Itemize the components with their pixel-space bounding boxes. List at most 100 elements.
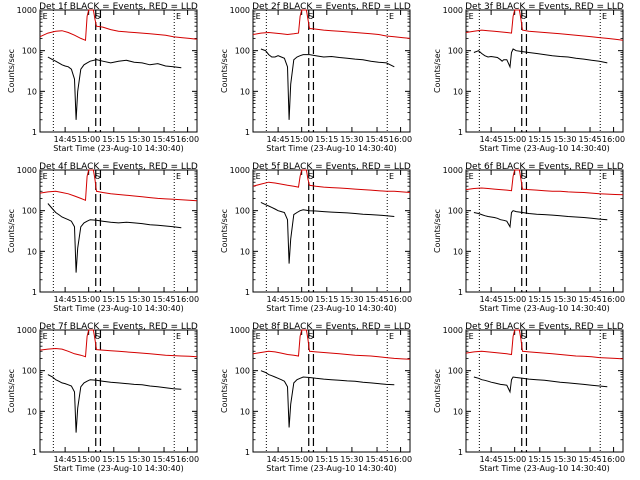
events-series-line — [473, 210, 608, 229]
detector-panel: Det 3f BLACK = Events, RED = LLD 1 10 100 10… — [433, 2, 625, 153]
x-tick-label: 15:15 — [315, 295, 338, 304]
panel-title: Det 6f BLACK = Events, RED = LLD — [465, 162, 624, 172]
x-axis-label: Start Time (23-Aug-10 14:30:40) — [266, 304, 397, 313]
x-tick-label: 15:45 — [152, 135, 175, 144]
detector-panel: Det 8f BLACK = Events, RED = LLD 1 10 100 10… — [220, 322, 412, 473]
x-tick-label: 15:30 — [553, 295, 576, 304]
y-axis-label: Counts/sec — [220, 369, 229, 413]
x-tick-label: 15:45 — [578, 455, 601, 464]
eclipse-flag: E — [43, 12, 48, 21]
eclipse-flag: E — [256, 332, 261, 341]
lld-series-line — [252, 329, 411, 360]
detector-panel: Det 2f BLACK = Events, RED = LLD 1 10 100 10… — [220, 2, 412, 153]
panel-title: Det 5f BLACK = Events, RED = LLD — [252, 162, 411, 172]
y-axis-label: Counts/sec — [220, 209, 229, 253]
x-tick-label: 14:45 — [267, 295, 290, 304]
y-tick-label: 1 — [245, 128, 250, 137]
x-tick-label: 15:00 — [503, 455, 526, 464]
x-axis-label: Start Time (23-Aug-10 14:30:40) — [479, 304, 610, 313]
x-tick-label: 15:45 — [365, 295, 388, 304]
x-tick-label: 15:30 — [553, 455, 576, 464]
y-tick-label: 1 — [32, 288, 37, 297]
y-tick-label: 100 — [235, 207, 250, 216]
x-tick-label: 15:15 — [315, 135, 338, 144]
x-tick-label: 14:45 — [480, 455, 503, 464]
x-axis-label: Start Time (23-Aug-10 14:30:40) — [266, 464, 397, 473]
x-axis-label: Start Time (23-Aug-10 14:30:40) — [53, 464, 184, 473]
lld-series-line — [39, 169, 198, 202]
y-tick-label: 10 — [27, 407, 37, 416]
detector-panel: Det 1f BLACK = Events, RED = LLD 1 10 100 10… — [7, 2, 199, 153]
x-tick-label: 16:00 — [389, 295, 412, 304]
eclipse-flag: E — [389, 12, 394, 21]
x-tick-label: 15:15 — [102, 135, 125, 144]
y-tick-label: 100 — [448, 47, 463, 56]
x-tick-label: 15:45 — [365, 455, 388, 464]
x-tick-label: 15:45 — [578, 295, 601, 304]
y-tick-label: 100 — [22, 207, 37, 216]
panel-title: Det 3f BLACK = Events, RED = LLD — [465, 2, 624, 12]
x-axis-label: Start Time (23-Aug-10 14:30:40) — [479, 144, 610, 153]
y-tick-label: 100 — [448, 367, 463, 376]
eclipse-flag: E — [256, 172, 261, 181]
events-series-line — [473, 48, 608, 69]
x-tick-label: 16:00 — [176, 455, 199, 464]
y-tick-label: 1000 — [230, 326, 250, 335]
plot-frame — [465, 9, 624, 133]
y-tick-label: 1000 — [230, 6, 250, 15]
x-tick-label: 15:15 — [528, 295, 551, 304]
x-tick-label: 14:45 — [54, 455, 77, 464]
eclipse-flag: E — [43, 172, 48, 181]
lld-series-line — [465, 329, 624, 360]
y-tick-label: 100 — [235, 367, 250, 376]
x-tick-label: 15:00 — [290, 135, 313, 144]
eclipse-flag: E — [176, 172, 181, 181]
lld-series-line — [465, 9, 624, 41]
x-tick-label: 15:45 — [578, 135, 601, 144]
x-tick-label: 15:30 — [340, 135, 363, 144]
eclipse-flag: E — [469, 12, 474, 21]
y-tick-label: 1000 — [230, 166, 250, 175]
y-tick-label: 10 — [240, 87, 250, 96]
y-axis-label: Counts/sec — [7, 49, 16, 93]
y-tick-label: 10 — [453, 247, 463, 256]
y-axis-label: Counts/sec — [7, 209, 16, 253]
x-tick-label: 15:30 — [553, 135, 576, 144]
y-tick-label: 100 — [22, 47, 37, 56]
y-tick-label: 1 — [245, 448, 250, 457]
saa-flag: S — [308, 332, 313, 341]
x-tick-label: 16:00 — [602, 295, 625, 304]
x-tick-label: 15:15 — [528, 135, 551, 144]
x-axis-label: Start Time (23-Aug-10 14:30:40) — [479, 464, 610, 473]
y-tick-label: 100 — [22, 367, 37, 376]
y-tick-label: 10 — [240, 247, 250, 256]
x-tick-label: 15:30 — [127, 455, 150, 464]
y-tick-label: 10 — [453, 407, 463, 416]
y-tick-label: 1000 — [443, 6, 463, 15]
eclipse-flag: E — [43, 332, 48, 341]
y-tick-label: 1000 — [443, 166, 463, 175]
x-tick-label: 15:00 — [290, 455, 313, 464]
lld-series-line — [252, 9, 411, 39]
plot-frame — [252, 9, 411, 133]
plot-frame — [39, 9, 198, 133]
y-tick-label: 1 — [32, 128, 37, 137]
y-axis-label: Counts/sec — [7, 369, 16, 413]
eclipse-flag: E — [389, 332, 394, 341]
events-series-line — [260, 48, 395, 120]
x-tick-label: 15:30 — [340, 455, 363, 464]
eclipse-flag: E — [389, 172, 394, 181]
y-tick-label: 1000 — [17, 166, 37, 175]
x-tick-label: 15:15 — [102, 455, 125, 464]
x-tick-label: 16:00 — [176, 135, 199, 144]
panel-title: Det 1f BLACK = Events, RED = LLD — [39, 2, 198, 12]
saa-flag: S — [95, 172, 100, 181]
y-tick-label: 1 — [245, 288, 250, 297]
panel-title: Det 4f BLACK = Events, RED = LLD — [39, 162, 198, 172]
x-tick-label: 14:45 — [267, 135, 290, 144]
x-tick-label: 15:00 — [77, 455, 100, 464]
plot-frame — [252, 169, 411, 293]
panel-title: Det 2f BLACK = Events, RED = LLD — [252, 2, 411, 12]
x-tick-label: 14:45 — [480, 135, 503, 144]
